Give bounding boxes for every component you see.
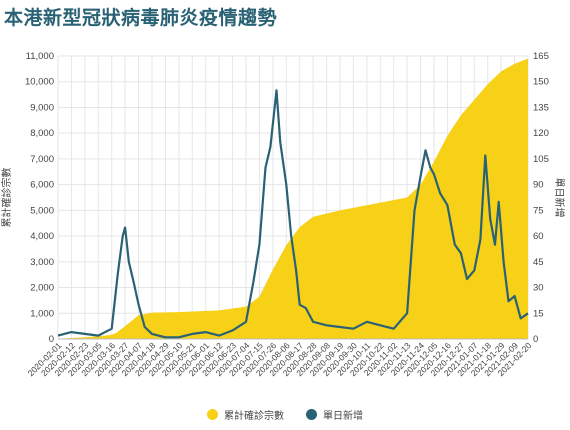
y-tick-right-10: 150 [533,77,549,88]
y-tick-right-2: 30 [533,283,544,294]
y-tick-right-6: 90 [533,180,544,191]
y-tick-left-11: 11,000 [26,51,54,62]
y-tick-right-4: 60 [533,231,544,242]
y-tick-left-0: 0 [49,334,54,345]
y-axis-label-left: 累計確診宗數 [0,168,13,228]
legend-swatch-cumulative [207,409,218,420]
y-tick-right-8: 120 [533,128,549,139]
y-tick-left-1: 1,000 [30,308,54,319]
legend-item-daily[interactable]: 單日新增 [306,407,363,422]
legend-label-daily: 單日新增 [323,411,363,422]
chart-title: 本港新型冠狀病毒肺炎疫情趨勢 [4,7,278,29]
y-tick-right-7: 105 [533,154,549,165]
y-tick-left-8: 8,000 [30,128,54,139]
y-tick-right-5: 75 [533,205,544,216]
y-tick-left-9: 9,000 [30,102,54,113]
legend-label-cumulative: 累計確診宗數 [224,411,284,422]
y-tick-right-9: 135 [533,102,549,113]
y-tick-right-3: 45 [533,257,544,268]
y-tick-left-10: 10,000 [25,77,54,88]
y-tick-left-2: 2,000 [30,283,54,294]
chart-legend: 累計確診宗數 單日新增 [0,407,570,422]
y-tick-left-4: 4,000 [30,231,54,242]
y-tick-right-1: 15 [533,308,544,319]
y-tick-left-3: 3,000 [30,257,54,268]
series-line-daily [57,89,529,339]
y-tick-right-11: 165 [533,51,549,62]
y-tick-left-5: 5,000 [30,205,54,216]
y-axis-label-right: 單日新增 [553,178,566,218]
legend-swatch-daily [306,409,317,420]
y-tick-right-0: 0 [533,334,538,345]
y-tick-left-7: 7,000 [30,154,54,165]
series-area-cumulative [58,58,528,339]
legend-item-cumulative[interactable]: 累計確診宗數 [207,407,284,422]
y-tick-left-6: 6,000 [30,180,54,191]
